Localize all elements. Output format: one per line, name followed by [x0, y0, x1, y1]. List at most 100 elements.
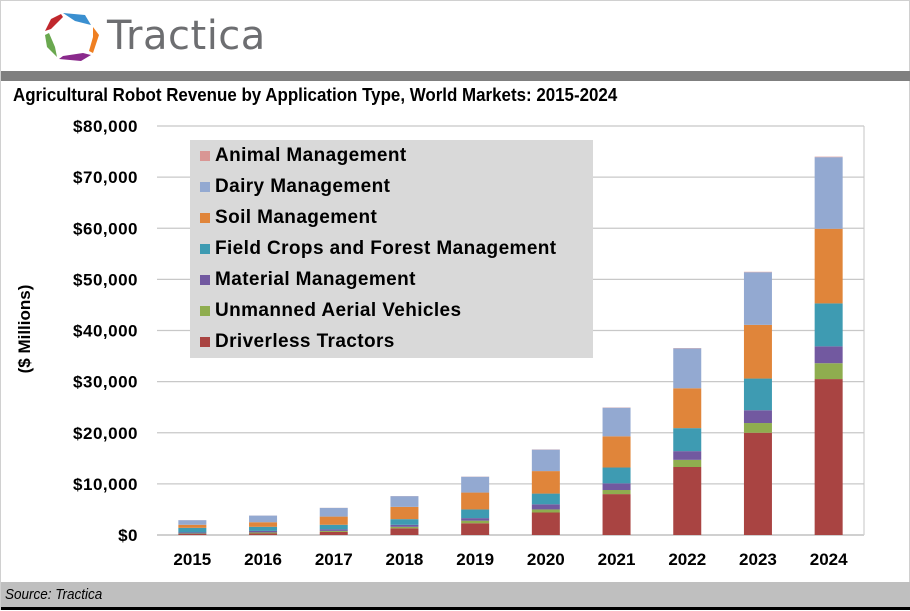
bar-segment-dairy-management-2016 [249, 516, 277, 523]
bar-segment-dairy-management-2015 [178, 520, 206, 525]
bar-segment-unmanned-aerial-vehicles-2023 [744, 423, 772, 433]
bar-segment-material-management-2023 [744, 410, 772, 423]
chart-legend: Animal Management Dairy Management Soil Ma… [190, 140, 593, 358]
bar-segment-field-crops-and-forest-management-2024 [815, 303, 843, 346]
x-tick-label: 2020 [527, 550, 565, 569]
x-tick-label: 2015 [173, 550, 211, 569]
legend-item: Animal Management [200, 143, 407, 169]
legend-swatch-icon [200, 275, 210, 285]
bar-segment-soil-management-2016 [249, 522, 277, 527]
bar-segment-material-management-2018 [390, 525, 418, 527]
x-tick-label: 2018 [386, 550, 424, 569]
legend-item: Dairy Management [200, 174, 390, 200]
bar-segment-soil-management-2020 [532, 471, 560, 493]
source-note: Source: Tractica [5, 586, 102, 603]
bar-segment-soil-management-2018 [390, 507, 418, 519]
bar-segment-driverless-tractors-2015 [178, 534, 206, 535]
y-tick-label: $10,000 [73, 475, 138, 494]
legend-item: Driverless Tractors [200, 329, 395, 355]
bar-segment-field-crops-and-forest-management-2021 [603, 468, 631, 484]
y-tick-label: $0 [118, 526, 138, 545]
legend-label: Driverless Tractors [215, 331, 395, 353]
bar-segment-material-management-2016 [249, 531, 277, 533]
bar-segment-animal-management-2024 [815, 157, 843, 158]
bar-segment-driverless-tractors-2022 [673, 467, 701, 535]
bar-segment-material-management-2021 [603, 483, 631, 490]
bar-segment-driverless-tractors-2018 [390, 528, 418, 535]
bar-segment-driverless-tractors-2019 [461, 523, 489, 535]
bar-segment-unmanned-aerial-vehicles-2019 [461, 521, 489, 524]
x-tick-label: 2024 [810, 550, 848, 569]
bar-segment-material-management-2015 [178, 532, 206, 533]
bar-segment-unmanned-aerial-vehicles-2018 [390, 527, 418, 529]
x-tick-label: 2019 [456, 550, 494, 569]
bar-segment-field-crops-and-forest-management-2017 [320, 525, 348, 530]
y-tick-label: $20,000 [73, 424, 138, 443]
x-tick-label: 2021 [598, 550, 636, 569]
bar-segment-material-management-2024 [815, 346, 843, 363]
bar-segment-unmanned-aerial-vehicles-2021 [603, 490, 631, 494]
bar-segment-soil-management-2019 [461, 493, 489, 510]
bar-segment-soil-management-2022 [673, 388, 701, 428]
x-tick-label: 2023 [739, 550, 777, 569]
bar-segment-field-crops-and-forest-management-2023 [744, 379, 772, 411]
bar-segment-dairy-management-2023 [744, 272, 772, 325]
bar-segment-driverless-tractors-2017 [320, 532, 348, 535]
bar-segment-dairy-management-2019 [461, 477, 489, 493]
bar-segment-driverless-tractors-2020 [532, 513, 560, 535]
y-tick-label: $80,000 [73, 117, 138, 136]
bar-segment-soil-management-2017 [320, 517, 348, 525]
y-axis-ticks: $0 $10,000 $20,000 $30,000 $40,000 $50,000 $60… [73, 117, 138, 545]
y-tick-label: $30,000 [73, 373, 138, 392]
bar-segment-material-management-2017 [320, 529, 348, 531]
legend-swatch-icon [200, 213, 210, 223]
bar-segment-dairy-management-2022 [673, 348, 701, 388]
legend-label: Material Management [215, 269, 416, 291]
bar-segment-driverless-tractors-2021 [603, 494, 631, 535]
x-tick-label: 2017 [315, 550, 353, 569]
bar-segment-soil-management-2015 [178, 525, 206, 528]
bar-segment-dairy-management-2021 [603, 408, 631, 437]
bar-segment-material-management-2020 [532, 504, 560, 509]
bar-segment-soil-management-2021 [603, 436, 631, 467]
legend-label: Field Crops and Forest Management [215, 238, 557, 260]
bar-segment-field-crops-and-forest-management-2018 [390, 519, 418, 525]
bar-segment-unmanned-aerial-vehicles-2015 [178, 533, 206, 534]
y-tick-label: $50,000 [73, 270, 138, 289]
bar-segment-unmanned-aerial-vehicles-2022 [673, 460, 701, 467]
y-tick-label: $60,000 [73, 219, 138, 238]
bar-segment-unmanned-aerial-vehicles-2017 [320, 531, 348, 532]
legend-label: Animal Management [215, 145, 407, 167]
bar-segment-field-crops-and-forest-management-2022 [673, 428, 701, 451]
y-tick-label: $70,000 [73, 168, 138, 187]
legend-item: Unmanned Aerial Vehicles [200, 298, 462, 324]
bar-segment-dairy-management-2018 [390, 496, 418, 507]
bar-segment-driverless-tractors-2016 [249, 533, 277, 535]
bar-segment-unmanned-aerial-vehicles-2016 [249, 532, 277, 533]
legend-label: Unmanned Aerial Vehicles [215, 300, 462, 322]
bar-segment-field-crops-and-forest-management-2020 [532, 494, 560, 505]
legend-swatch-icon [200, 306, 210, 316]
legend-swatch-icon [200, 182, 210, 192]
bar-segment-material-management-2022 [673, 451, 701, 460]
bar-segment-driverless-tractors-2024 [815, 379, 843, 535]
legend-swatch-icon [200, 151, 210, 161]
x-tick-label: 2016 [244, 550, 282, 569]
legend-label: Dairy Management [215, 176, 390, 198]
legend-item: Soil Management [200, 205, 377, 231]
legend-item: Material Management [200, 267, 416, 293]
legend-item: Field Crops and Forest Management [200, 236, 557, 262]
bar-segment-soil-management-2023 [744, 325, 772, 379]
legend-label: Soil Management [215, 207, 377, 229]
bar-segment-driverless-tractors-2023 [744, 433, 772, 535]
y-axis-label: ($ Millions) [15, 269, 35, 389]
bar-segment-field-crops-and-forest-management-2019 [461, 509, 489, 518]
y-tick-label: $40,000 [73, 322, 138, 341]
bar-segment-unmanned-aerial-vehicles-2024 [815, 363, 843, 379]
footer-bar: Source: Tractica [1, 582, 910, 610]
bar-segment-material-management-2019 [461, 518, 489, 521]
bar-segment-field-crops-and-forest-management-2015 [178, 528, 206, 533]
bar-segment-dairy-management-2020 [532, 450, 560, 471]
